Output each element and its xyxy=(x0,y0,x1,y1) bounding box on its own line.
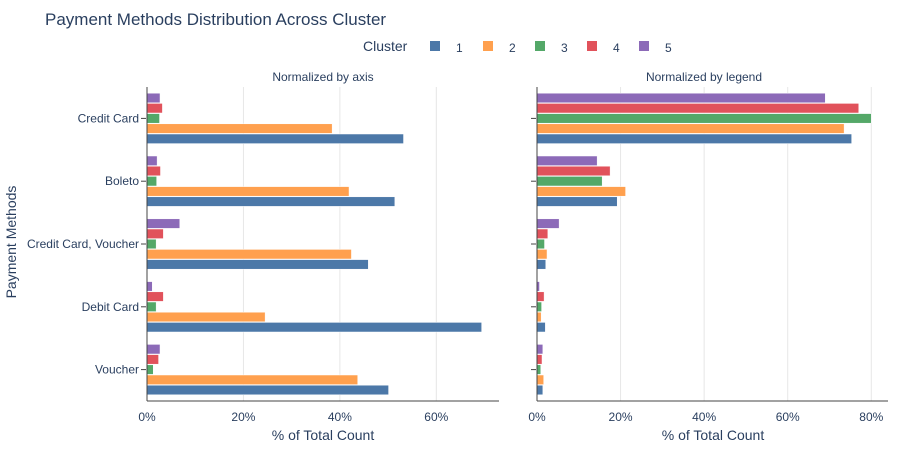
bar-left-voucher-cluster-3[interactable] xyxy=(146,364,154,375)
bar-left-debit-card-cluster-1[interactable] xyxy=(146,322,482,333)
bar-right-debit-card-cluster-4[interactable] xyxy=(536,291,545,302)
y-axis-label: Payment Methods xyxy=(3,186,19,299)
legend-label-3: 3 xyxy=(561,41,568,55)
x-tick-label-left-40: 40% xyxy=(328,410,352,424)
bar-left-voucher-cluster-4[interactable] xyxy=(146,354,159,365)
x-tick-label-right-60: 60% xyxy=(776,410,800,424)
bar-left-credit-card-cluster-1[interactable] xyxy=(146,133,404,144)
x-tick-label-right-20: 20% xyxy=(609,410,633,424)
bar-left-debit-card-cluster-2[interactable] xyxy=(146,311,266,323)
bar-left-credit-card-cluster-2[interactable] xyxy=(146,123,333,134)
bar-right-credit-card-cluster-1[interactable] xyxy=(536,133,852,144)
bar-left-voucher-cluster-5[interactable] xyxy=(146,344,161,355)
legend-swatch-5[interactable] xyxy=(639,41,649,51)
y-tick-label-credit-card: Credit Card xyxy=(78,111,139,125)
legend-label-1: 1 xyxy=(456,41,463,55)
legend-label-5: 5 xyxy=(665,41,672,55)
x-tick-label-right-0: 0% xyxy=(528,410,546,424)
bar-right-voucher-cluster-3[interactable] xyxy=(536,364,542,375)
bar-left-credit-card-voucher-cluster-1[interactable] xyxy=(146,259,369,270)
bar-right-credit-card-voucher-cluster-4[interactable] xyxy=(536,228,549,239)
panel-left-x-axis-label: % of Total Count xyxy=(272,427,375,443)
bar-left-boleto-cluster-4[interactable] xyxy=(146,165,161,177)
bar-right-voucher-cluster-5[interactable] xyxy=(536,344,544,355)
bar-right-boleto-cluster-3[interactable] xyxy=(536,176,603,187)
bar-left-credit-card-voucher-cluster-2[interactable] xyxy=(146,249,352,260)
panel-left-title: Normalized by axis xyxy=(272,70,373,84)
y-tick-label-boleto: Boleto xyxy=(105,174,139,188)
bar-right-voucher-cluster-4[interactable] xyxy=(536,354,543,365)
y-tick-label-voucher: Voucher xyxy=(95,363,139,377)
bar-right-credit-card-cluster-3[interactable] xyxy=(536,113,872,124)
bar-left-debit-card-cluster-3[interactable] xyxy=(146,301,157,312)
bar-right-credit-card-voucher-cluster-5[interactable] xyxy=(536,218,560,229)
bar-left-voucher-cluster-2[interactable] xyxy=(146,374,358,385)
x-tick-label-left-20: 20% xyxy=(231,410,255,424)
plot-area: 0% 20% 40% 60% Credit Card Boleto Credit Card,… xyxy=(27,87,888,424)
legend: Cluster 1 2 3 4 5 xyxy=(363,38,672,55)
x-tick-label-right-40: 40% xyxy=(692,410,716,424)
y-tick-label-debit-card: Debit Card xyxy=(82,300,139,314)
panel-right-title: Normalized by legend xyxy=(646,70,762,84)
chart-title: Payment Methods Distribution Across Clus… xyxy=(45,10,386,29)
bar-left-debit-card-cluster-4[interactable] xyxy=(146,291,164,302)
bar-right-debit-card-cluster-3[interactable] xyxy=(536,301,542,312)
bar-right-boleto-cluster-5[interactable] xyxy=(536,155,598,166)
x-tick-label-left-60: 60% xyxy=(424,410,448,424)
bar-right-boleto-cluster-1[interactable] xyxy=(536,196,618,207)
bar-right-voucher-cluster-1[interactable] xyxy=(536,384,544,396)
legend-swatch-1[interactable] xyxy=(430,41,440,51)
bar-left-credit-card-cluster-5[interactable] xyxy=(146,92,161,104)
legend-label-2: 2 xyxy=(509,41,516,55)
bar-right-boleto-cluster-4[interactable] xyxy=(536,165,611,177)
legend-title: Cluster xyxy=(363,38,408,54)
bar-left-boleto-cluster-3[interactable] xyxy=(146,176,157,187)
legend-swatch-2[interactable] xyxy=(483,41,493,51)
bar-right-credit-card-cluster-5[interactable] xyxy=(536,92,826,104)
bar-left-boleto-cluster-2[interactable] xyxy=(146,186,350,197)
bar-right-credit-card-cluster-4[interactable] xyxy=(536,103,859,114)
bar-right-credit-card-cluster-2[interactable] xyxy=(536,123,845,134)
bar-right-credit-card-voucher-cluster-3[interactable] xyxy=(536,238,545,250)
bar-left-boleto-cluster-1[interactable] xyxy=(146,196,396,207)
bar-left-credit-card-voucher-cluster-4[interactable] xyxy=(146,228,164,239)
legend-label-4: 4 xyxy=(613,41,620,55)
y-tick-label-credit-card-voucher: Credit Card, Voucher xyxy=(27,237,139,251)
legend-swatch-4[interactable] xyxy=(587,41,597,51)
x-tick-label-left-0: 0% xyxy=(138,410,156,424)
legend-swatch-3[interactable] xyxy=(535,41,545,51)
bar-left-credit-card-cluster-3[interactable] xyxy=(146,113,160,124)
bar-left-credit-card-voucher-cluster-5[interactable] xyxy=(146,218,181,229)
bar-left-debit-card-cluster-5[interactable] xyxy=(146,281,153,292)
bar-left-credit-card-voucher-cluster-3[interactable] xyxy=(146,238,157,250)
panel-right-x-axis-label: % of Total Count xyxy=(662,427,765,443)
bar-right-voucher-cluster-2[interactable] xyxy=(536,374,544,385)
bar-left-boleto-cluster-5[interactable] xyxy=(146,155,158,166)
bar-right-credit-card-voucher-cluster-2[interactable] xyxy=(536,249,548,260)
bar-right-boleto-cluster-2[interactable] xyxy=(536,186,626,197)
bar-right-debit-card-cluster-1[interactable] xyxy=(536,322,546,333)
bar-left-credit-card-cluster-4[interactable] xyxy=(146,103,163,114)
bar-right-debit-card-cluster-2[interactable] xyxy=(536,311,542,323)
bar-left-voucher-cluster-1[interactable] xyxy=(146,384,389,396)
x-tick-label-right-80: 80% xyxy=(859,410,883,424)
bar-right-credit-card-voucher-cluster-1[interactable] xyxy=(536,259,547,270)
